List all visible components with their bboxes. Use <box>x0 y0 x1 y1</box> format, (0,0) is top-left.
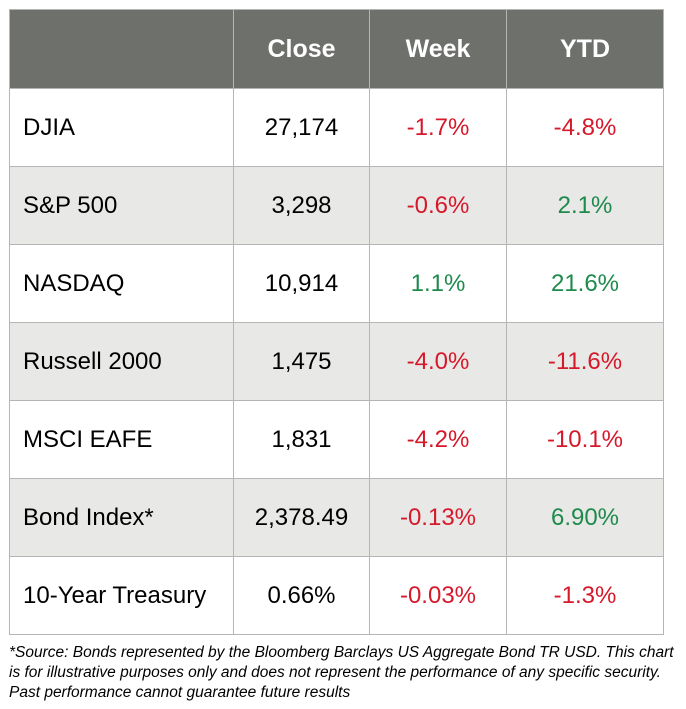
ytd-change: -10.1% <box>506 400 664 479</box>
week-change: -4.0% <box>369 322 507 401</box>
index-name: 10-Year Treasury <box>9 556 234 635</box>
week-change: -4.2% <box>369 400 507 479</box>
table-row: Bond Index* 2,378.49 -0.13% 6.90% <box>9 478 664 557</box>
ytd-change: 21.6% <box>506 244 664 323</box>
close-value: 27,174 <box>233 88 370 167</box>
source-footnote: *Source: Bonds represented by the Bloomb… <box>9 644 674 701</box>
week-change: -0.13% <box>369 478 507 557</box>
close-value: 0.66% <box>233 556 370 635</box>
week-change: 1.1% <box>369 244 507 323</box>
index-name: S&P 500 <box>9 166 234 245</box>
header-week: Week <box>369 9 507 89</box>
table-row: 10-Year Treasury 0.66% -0.03% -1.3% <box>9 556 664 635</box>
table-row: Russell 2000 1,475 -4.0% -11.6% <box>9 322 664 401</box>
ytd-change: -1.3% <box>506 556 664 635</box>
week-change: -0.6% <box>369 166 507 245</box>
header-ytd: YTD <box>506 9 664 89</box>
table-row: MSCI EAFE 1,831 -4.2% -10.1% <box>9 400 664 479</box>
table-row: S&P 500 3,298 -0.6% 2.1% <box>9 166 664 245</box>
table-row: DJIA 27,174 -1.7% -4.8% <box>9 88 664 167</box>
market-performance-table: Close Week YTD DJIA 27,174 -1.7% -4.8% S… <box>9 9 664 635</box>
index-name: NASDAQ <box>9 244 234 323</box>
close-value: 10,914 <box>233 244 370 323</box>
index-name: DJIA <box>9 88 234 167</box>
ytd-change: -4.8% <box>506 88 664 167</box>
header-blank-cell <box>9 9 234 89</box>
close-value: 2,378.49 <box>233 478 370 557</box>
index-name: Bond Index* <box>9 478 234 557</box>
table-header-row: Close Week YTD <box>9 9 664 89</box>
week-change: -0.03% <box>369 556 507 635</box>
close-value: 1,831 <box>233 400 370 479</box>
week-change: -1.7% <box>369 88 507 167</box>
ytd-change: 6.90% <box>506 478 664 557</box>
header-close: Close <box>233 9 370 89</box>
ytd-change: -11.6% <box>506 322 664 401</box>
index-name: Russell 2000 <box>9 322 234 401</box>
close-value: 1,475 <box>233 322 370 401</box>
close-value: 3,298 <box>233 166 370 245</box>
table-row: NASDAQ 10,914 1.1% 21.6% <box>9 244 664 323</box>
index-name: MSCI EAFE <box>9 400 234 479</box>
ytd-change: 2.1% <box>506 166 664 245</box>
